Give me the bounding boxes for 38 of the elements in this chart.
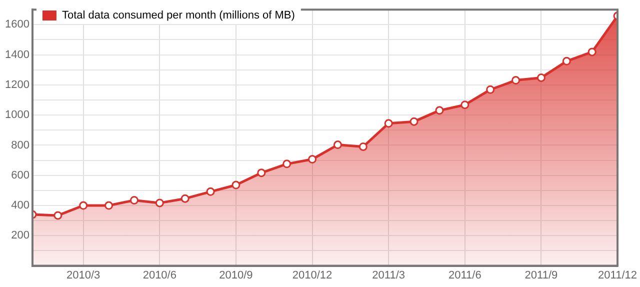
point <box>180 194 190 203</box>
x-tick-label: 2011/3 <box>372 269 406 282</box>
y-tick-label: 1400 <box>4 48 30 61</box>
point <box>308 155 317 164</box>
y-tick-label: 1000 <box>4 109 30 122</box>
y-tick-label: 600 <box>11 169 30 182</box>
x-tick-label: 2010/9 <box>219 269 253 282</box>
y-tick-label: 1200 <box>4 78 30 91</box>
point <box>206 187 215 196</box>
x-tick-label: 2010/6 <box>142 269 176 282</box>
point <box>588 48 596 56</box>
point <box>536 73 546 82</box>
x-tick-label: 2011/6 <box>448 269 482 282</box>
point <box>512 76 520 85</box>
y-tick-label: 400 <box>11 200 30 212</box>
point <box>104 201 114 210</box>
point <box>333 140 342 150</box>
x-tick-label: 2011/12 <box>598 269 638 282</box>
x-tick-label: 2011/9 <box>524 269 558 282</box>
point <box>257 168 266 178</box>
x-tick-label: 2010/12 <box>292 269 332 282</box>
legend-label: Total data consumed per month (millions of MB) <box>62 10 295 22</box>
point <box>486 85 495 94</box>
point <box>155 198 164 208</box>
point <box>282 160 292 168</box>
y-tick-label: 200 <box>11 230 30 242</box>
point <box>358 142 368 151</box>
point <box>232 180 240 190</box>
x-tick-label: 2010/3 <box>66 269 100 282</box>
point <box>130 196 138 204</box>
point <box>460 100 470 110</box>
point <box>562 56 571 66</box>
y-tick-label: 800 <box>11 139 30 152</box>
point <box>79 201 88 210</box>
point <box>435 106 444 115</box>
point <box>410 117 418 126</box>
y-tick-label: 1600 <box>4 18 30 31</box>
point <box>384 119 393 128</box>
